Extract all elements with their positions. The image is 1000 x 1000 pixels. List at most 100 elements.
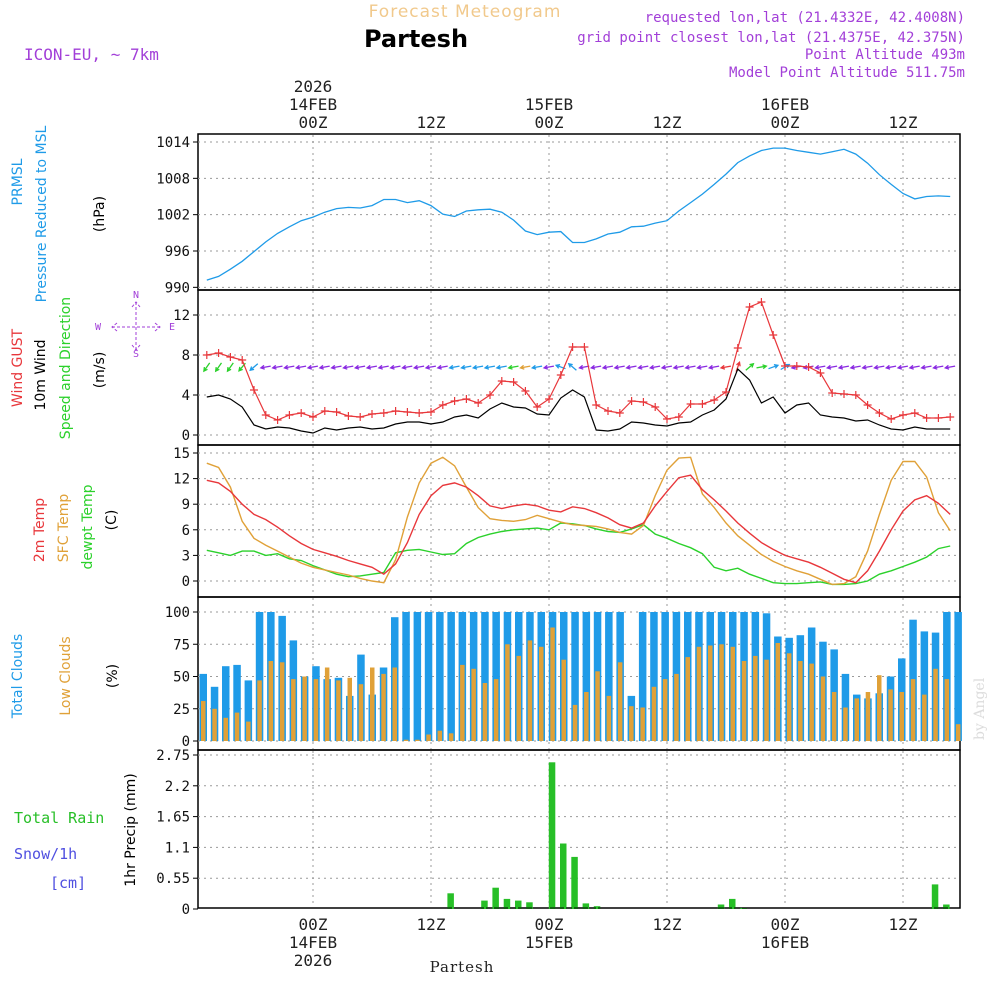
low-cloud-bar [493,679,499,741]
y-tick-label: 12 [173,308,190,324]
wind-direction-arrow [377,364,389,370]
low-cloud-bar [865,692,871,741]
y-tick-label: 1008 [156,171,190,187]
total-cloud-bar [447,612,455,741]
wind-direction-arrow [448,364,460,370]
low-cloud-bar [617,662,623,741]
wind-label: 10m Wind [33,339,49,410]
wind-direction-arrow [625,364,637,370]
total-cloud-bar [222,666,230,741]
faded-title: Forecast Meteogram [369,2,562,22]
y-tick-label: 0 [182,428,190,444]
low-cloud-bar [471,668,476,741]
total-cloud-bar [605,612,613,741]
y-tick-label: 6 [182,523,190,539]
low-cloud-bar [561,659,566,741]
bottom-year-label: 2026 [294,951,333,970]
gust-marker [722,388,730,396]
low-cloud-bar [403,739,409,741]
total-cloud-bar [436,612,444,741]
wind-direction-arrow [283,364,295,370]
gust-marker [391,407,400,415]
low-cloud-bar [460,664,465,741]
low-cloud-bar [764,659,769,741]
compass-s: S [133,349,139,360]
top-date-label: 15FEB [525,95,573,114]
gust-marker [769,331,778,339]
gust-marker [781,362,789,370]
wind-direction-arrow [424,364,437,370]
low-cloud-bar [550,627,555,741]
compass-rose [111,301,161,351]
y-tick-label: 12 [173,472,190,488]
precip-bar [931,884,939,909]
low-cloud-bar [370,667,375,741]
gust-marker [509,378,518,386]
precip-bar [503,898,511,909]
gust-line [206,301,951,421]
wind-direction-arrow [365,364,378,370]
gust-marker [285,411,294,419]
wind-direction-arrow [849,364,861,370]
low-clouds-label: Low Clouds [58,636,74,715]
y-tick-label: 75 [173,637,190,653]
low-cloud-bar [234,712,240,741]
total-cloud-bar [571,612,579,741]
total-cloud-bar [920,631,929,741]
bottom-time-label: 12Z [889,915,918,934]
wind-direction-arrow [684,364,696,370]
wind-direction-arrow [920,364,932,370]
gust-marker [486,391,494,399]
low-cloud-bar [246,721,251,741]
gust-label: Wind GUST [10,328,26,407]
bottom-time-label: 00Z [535,915,564,934]
top-year-label: 2026 [294,77,333,96]
low-cloud-bar [268,661,274,741]
pressure-panel: 990 996 1002 1008 1014 PRMSL Pressure Reduced … [10,125,961,302]
wind-direction-arrow [896,364,909,370]
low-cloud-bar [629,706,634,741]
total-cloud-bar [954,612,962,741]
total-cloud-bar [413,612,422,741]
top-time-label: 00Z [771,113,800,132]
low-cloud-bar [415,739,420,741]
gust-marker [344,412,353,420]
y-tick-label: 1.65 [156,810,190,826]
low-cloud-bar [651,686,657,741]
total-cloud-bar [650,612,658,741]
low-cloud-bar [854,698,859,741]
gust-marker [651,403,660,411]
y-tick-label: 4 [182,388,190,404]
gust-marker [863,401,872,409]
wind-direction-arrow [814,364,826,370]
low-cloud-bar [324,667,330,741]
gust-marker [379,409,388,417]
gust-marker [922,414,931,422]
low-cloud-bar [775,643,781,741]
total-cloud-bar [661,612,669,741]
precip-bar [492,887,499,909]
wind-direction-arrow [637,364,649,370]
low-cloud-bar [347,677,352,741]
low-cloud-bar [201,701,206,741]
y-tick-label: 50 [173,670,190,686]
temp-dewpt-label: dewpt Temp [80,484,96,569]
total-cloud-bar [402,612,410,741]
y-tick-label: 1002 [156,208,190,224]
low-cloud-bar [279,662,285,741]
wind-direction-arrow [578,364,590,370]
wind-direction-arrow [542,364,555,370]
precip-bar [447,893,454,909]
low-cloud-bar [640,707,645,741]
total-cloud-bar [233,664,241,741]
y-tick-label: 25 [173,702,190,718]
low-cloud-bar [809,663,814,741]
wind-direction-arrow [707,364,720,370]
wind-direction-arrow [873,364,885,370]
wind-direction-arrow [306,364,319,370]
gust-marker [828,389,837,397]
gust-marker [934,414,943,422]
y-tick-label: 2.75 [156,748,190,764]
low-cloud-bar [527,640,533,741]
low-cloud-bar [313,679,319,741]
